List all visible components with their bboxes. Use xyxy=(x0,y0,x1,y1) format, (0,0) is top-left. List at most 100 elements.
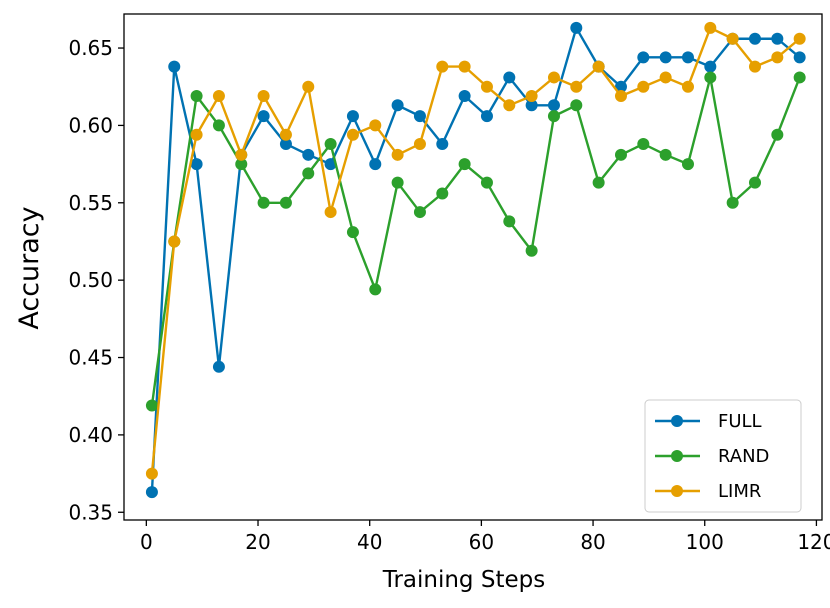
data-point-full xyxy=(369,158,382,171)
ticks-layer: 0 20 40 60 80 100 120 0.35 0.40 0.45 0.50 0.55 0.60 0… xyxy=(68,36,830,554)
series-rand xyxy=(145,71,806,412)
series-layer xyxy=(145,21,806,499)
data-point-rand xyxy=(525,244,538,257)
data-point-rand xyxy=(748,176,761,189)
x-tick-label: 0 xyxy=(140,530,153,554)
y-tick-label: 0.35 xyxy=(68,500,113,524)
data-point-limr xyxy=(704,21,717,34)
data-point-limr xyxy=(547,71,560,84)
data-point-full xyxy=(570,21,583,34)
x-tick-label: 80 xyxy=(580,530,605,554)
data-point-rand xyxy=(570,99,583,112)
data-point-full xyxy=(637,51,650,64)
x-axis-title: Training Steps xyxy=(382,567,545,593)
data-point-rand xyxy=(279,196,292,209)
data-point-limr xyxy=(324,206,337,219)
data-point-rand xyxy=(503,215,516,228)
data-point-rand xyxy=(190,90,203,103)
y-tick-label: 0.65 xyxy=(68,36,113,60)
legend-label-limr: LIMR xyxy=(718,481,761,502)
data-point-limr xyxy=(413,137,426,150)
data-point-limr xyxy=(771,51,784,64)
series-limr xyxy=(145,21,806,480)
y-tick-label: 0.55 xyxy=(68,191,113,215)
data-point-full xyxy=(346,110,359,123)
x-tick-label: 20 xyxy=(245,530,270,554)
y-axis-title: Accuracy xyxy=(14,206,45,329)
data-point-full xyxy=(302,148,315,161)
data-point-rand xyxy=(458,158,471,171)
data-point-rand xyxy=(547,110,560,123)
data-point-full xyxy=(525,99,538,112)
legend: FULL RAND LIMR xyxy=(644,399,802,513)
data-point-limr xyxy=(681,80,694,93)
data-point-full xyxy=(614,80,627,93)
y-tick-label: 0.40 xyxy=(68,423,113,447)
data-point-full xyxy=(257,110,270,123)
data-point-rand xyxy=(257,196,270,209)
data-point-limr xyxy=(592,60,605,73)
y-tick-label: 0.60 xyxy=(68,113,113,137)
data-point-limr xyxy=(302,80,315,93)
data-point-full xyxy=(793,51,806,64)
x-tick-label: 40 xyxy=(357,530,382,554)
data-point-full xyxy=(436,137,449,150)
data-point-rand xyxy=(391,176,404,189)
data-point-limr xyxy=(235,148,248,161)
data-point-limr xyxy=(391,148,404,161)
data-point-limr xyxy=(145,467,158,480)
data-point-limr xyxy=(525,90,538,103)
data-point-full xyxy=(503,71,516,84)
data-point-limr xyxy=(436,60,449,73)
data-point-full xyxy=(480,110,493,123)
data-point-limr xyxy=(659,71,672,84)
data-point-rand xyxy=(704,71,717,84)
data-point-full xyxy=(190,158,203,171)
data-point-full xyxy=(391,99,404,112)
data-point-rand xyxy=(212,119,225,132)
x-tick-label: 120 xyxy=(797,530,830,554)
data-point-rand xyxy=(681,158,694,171)
data-point-full xyxy=(168,60,181,73)
legend-marker-full xyxy=(671,415,683,427)
data-point-rand xyxy=(659,148,672,161)
data-point-limr xyxy=(793,32,806,45)
data-point-limr xyxy=(503,99,516,112)
data-point-rand xyxy=(346,226,359,239)
data-point-full xyxy=(212,360,225,373)
data-point-full xyxy=(458,90,471,103)
data-point-full xyxy=(704,60,717,73)
data-point-limr xyxy=(190,128,203,141)
data-point-full xyxy=(279,137,292,150)
data-point-full xyxy=(547,99,560,112)
data-point-rand xyxy=(413,206,426,219)
y-tick-label: 0.50 xyxy=(68,268,113,292)
legend-label-full: FULL xyxy=(718,411,762,432)
data-point-limr xyxy=(279,128,292,141)
legend-label-rand: RAND xyxy=(718,446,769,467)
series-line-rand xyxy=(150,76,801,406)
data-point-rand xyxy=(614,148,627,161)
y-tick-label: 0.45 xyxy=(68,346,113,370)
data-point-rand xyxy=(480,176,493,189)
data-point-limr xyxy=(637,80,650,93)
data-point-limr xyxy=(748,60,761,73)
data-point-rand xyxy=(302,167,315,180)
data-point-full xyxy=(659,51,672,64)
data-point-limr xyxy=(257,90,270,103)
legend-box xyxy=(644,399,802,513)
x-tick-label: 100 xyxy=(686,530,724,554)
data-point-rand xyxy=(369,283,382,296)
data-point-full xyxy=(748,32,761,45)
data-point-rand xyxy=(235,158,248,171)
data-point-limr xyxy=(458,60,471,73)
data-point-full xyxy=(324,158,337,171)
data-point-limr xyxy=(369,119,382,132)
legend-marker-rand xyxy=(671,450,683,462)
data-point-rand xyxy=(145,399,158,412)
data-point-limr xyxy=(346,128,359,141)
data-point-rand xyxy=(793,71,806,84)
data-point-full xyxy=(681,51,694,64)
data-point-full xyxy=(771,32,784,45)
